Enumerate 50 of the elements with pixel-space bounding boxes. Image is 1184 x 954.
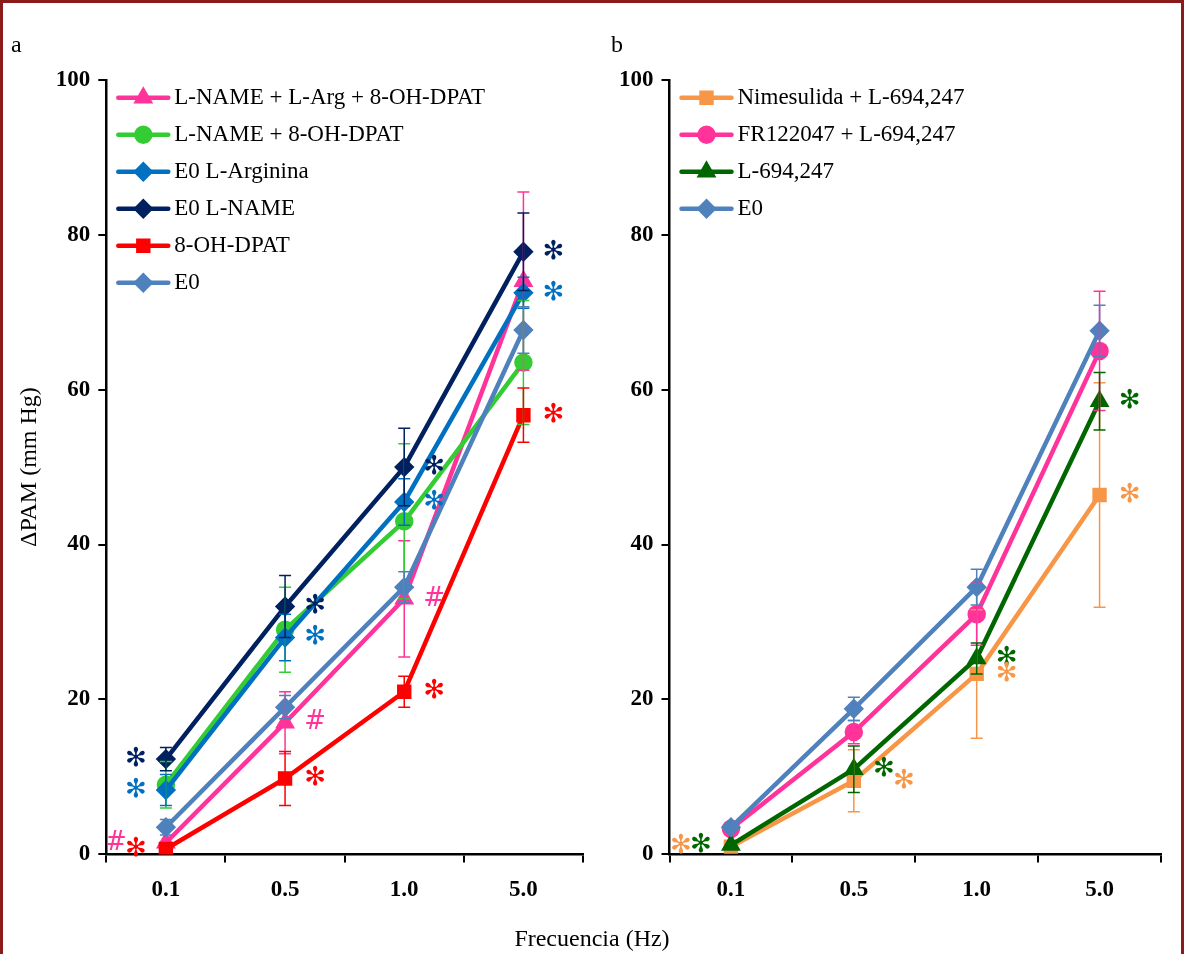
y-tick-label: 20 <box>630 685 654 711</box>
x-tick-label: 0.1 <box>716 876 746 902</box>
annotation: ✻ <box>124 741 147 772</box>
legend-label: E0 L-Arginina <box>174 157 309 183</box>
y-tick-label: 100 <box>55 65 91 91</box>
legend-label: L-694,247 <box>737 157 834 183</box>
x-tick-label: 0.5 <box>270 876 300 902</box>
annotation: ✻ <box>1118 477 1141 508</box>
x-tick-label: 5.0 <box>1085 876 1114 902</box>
legend-label: L-NAME + 8-OH-DPAT <box>174 120 404 146</box>
annotation: ✻ <box>423 674 446 705</box>
legend-label: L-NAME + L-Arg + 8-OH-DPAT <box>174 83 486 109</box>
annotation: ✻ <box>304 620 326 651</box>
x-tick-label: 5.0 <box>509 876 538 902</box>
annotation: ✻ <box>690 827 712 858</box>
x-tick-label: 0.1 <box>151 876 181 902</box>
y-tick-label: 60 <box>67 375 91 401</box>
y-tick-label: 40 <box>630 530 654 556</box>
chart-title: b <box>611 30 623 57</box>
annotation: ✻ <box>670 829 692 860</box>
annotation: ✻ <box>872 751 895 782</box>
legend-label: 8-OH-DPAT <box>174 231 290 257</box>
annotation: ✻ <box>892 763 915 794</box>
annotation: ✻ <box>542 275 565 306</box>
y-tick-label: 0 <box>642 840 654 866</box>
annotation: ✻ <box>1118 384 1141 415</box>
y-tick-label: 0 <box>78 840 91 866</box>
y-tick-label: 80 <box>630 220 654 246</box>
y-axis-title: ΔPAM (mm Hg) <box>14 387 41 548</box>
annotation: ✻ <box>124 772 147 803</box>
y-tick-label: 40 <box>67 530 91 556</box>
legend-label: FR122047 + L-694,247 <box>737 120 956 146</box>
annotation: ✻ <box>304 761 326 792</box>
annotation: ✻ <box>542 397 565 428</box>
x-tick-label: 1.0 <box>962 876 992 902</box>
legend-label: E0 <box>174 268 200 294</box>
annotation: # <box>304 705 326 736</box>
legend-label: E0 L-NAME <box>174 194 296 220</box>
y-tick-label: 80 <box>67 220 91 246</box>
x-tick-label: 1.0 <box>389 876 419 902</box>
y-tick-label: 100 <box>619 65 654 91</box>
annotation: # <box>423 581 446 612</box>
annotation: ✻ <box>542 234 565 265</box>
x-tick-label: 0.5 <box>839 876 869 902</box>
legend-label: Nimesulida + L-694,247 <box>737 83 965 109</box>
chart-title: a <box>11 30 22 57</box>
y-tick-label: 60 <box>630 375 654 401</box>
y-tick-label: 20 <box>67 685 91 711</box>
x-axis-title: Frecuencia (Hz) <box>513 925 671 952</box>
legend-label: E0 <box>737 194 764 220</box>
